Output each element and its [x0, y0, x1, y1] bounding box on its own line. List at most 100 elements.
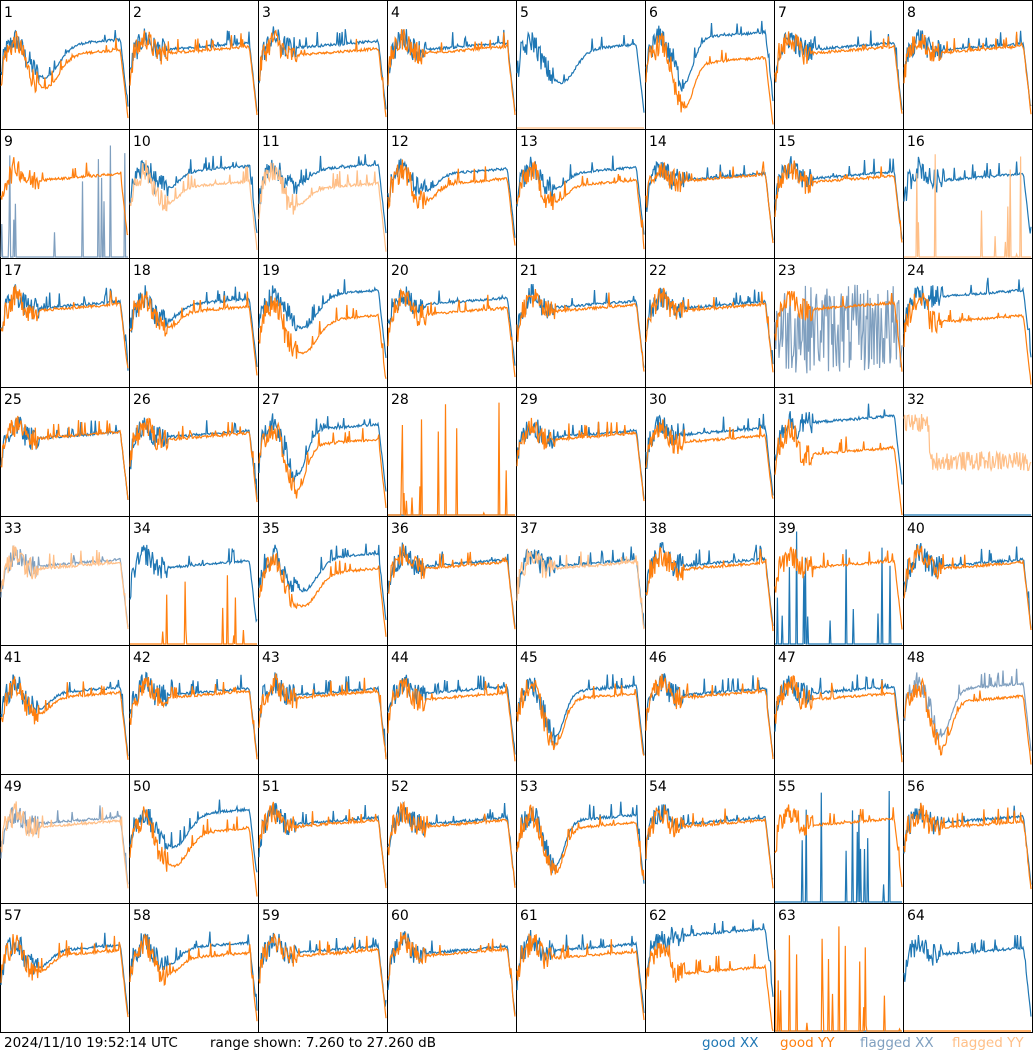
- panel-label: 21: [520, 263, 538, 279]
- panel-42: 42: [129, 645, 259, 775]
- panel-59: 59: [258, 903, 388, 1033]
- series-yy-21: [516, 288, 645, 372]
- panel-57: 57: [0, 903, 130, 1033]
- panel-frame: [903, 0, 1033, 130]
- series-yy-11: [258, 162, 387, 252]
- series-yy-33: [0, 545, 129, 630]
- panel-label: 4: [391, 5, 400, 21]
- panel-label: 28: [391, 392, 409, 408]
- panel-label: 49: [4, 779, 22, 795]
- series-xx-55: [775, 790, 902, 903]
- panel-label: 44: [391, 650, 409, 666]
- panel-45: 45: [516, 645, 646, 775]
- series-yy-17: [0, 285, 129, 369]
- panel-label: 16: [907, 134, 925, 150]
- panel-frame: [387, 903, 517, 1033]
- panel-label: 59: [262, 908, 280, 924]
- panel-2: 2: [129, 0, 259, 130]
- series-yy-40: [903, 544, 1032, 631]
- series-xx-14: [645, 160, 774, 241]
- panel-frame: [516, 258, 646, 388]
- series-xx-9: [0, 145, 128, 258]
- panel-30: 30: [645, 387, 775, 517]
- series-yy-12: [387, 159, 516, 246]
- series-xx-62: [645, 919, 774, 997]
- panel-frame: [258, 903, 388, 1033]
- panel-7: 7: [774, 0, 904, 130]
- panel-label: 62: [649, 908, 667, 924]
- panel-label: 54: [649, 779, 667, 795]
- panel-frame: [774, 645, 904, 775]
- panel-44: 44: [387, 645, 517, 775]
- series-xx-1: [0, 29, 129, 107]
- series-yy-49: [0, 801, 129, 889]
- panel-frame: [645, 0, 775, 130]
- panel-label: 24: [907, 263, 925, 279]
- series-xx-7: [774, 30, 903, 111]
- panel-label: 46: [649, 650, 667, 666]
- panel-label: 12: [391, 134, 409, 150]
- panel-56: 56: [903, 774, 1033, 904]
- panel-label: 64: [907, 908, 925, 924]
- series-xx-4: [387, 29, 516, 112]
- panel-6: 6: [645, 0, 775, 130]
- series-yy-32: [903, 413, 1032, 473]
- panel-18: 18: [129, 258, 259, 388]
- panel-label: 9: [4, 134, 13, 150]
- series-xx-47: [774, 674, 903, 755]
- legend-flagged-yy: flagged YY: [952, 1035, 1024, 1051]
- series-xx-34: [129, 544, 258, 623]
- panel-54: 54: [645, 774, 775, 904]
- panel-frame: [645, 129, 775, 259]
- panel-frame: [903, 903, 1033, 1033]
- panel-label: 15: [778, 134, 796, 150]
- panel-22: 22: [645, 258, 775, 388]
- series-xx-52: [387, 801, 516, 886]
- panel-label: 25: [4, 392, 22, 408]
- series-yy-51: [258, 801, 387, 889]
- panel-frame: [903, 387, 1033, 517]
- series-yy-34: [130, 575, 257, 645]
- series-yy-53: [516, 804, 645, 880]
- panel-label: 63: [778, 908, 796, 924]
- panel-frame: [774, 129, 904, 259]
- panel-38: 38: [645, 516, 775, 646]
- panel-39: 39: [774, 516, 904, 646]
- panel-19: 19: [258, 258, 388, 388]
- panel-label: 27: [262, 392, 280, 408]
- panel-label: 14: [649, 134, 667, 150]
- series-yy-39: [774, 546, 903, 630]
- series-yy-41: [0, 676, 129, 760]
- series-yy-58: [129, 934, 258, 1022]
- panel-frame: [516, 774, 646, 904]
- series-xx-29: [516, 419, 645, 500]
- panel-5: 5: [516, 0, 646, 130]
- series-yy-4: [387, 29, 516, 116]
- series-xx-48: [903, 668, 1032, 752]
- series-yy-56: [903, 802, 1032, 890]
- series-yy-7: [774, 31, 903, 114]
- panel-frame: [645, 387, 775, 517]
- panel-label: 30: [649, 392, 667, 408]
- panel-frame: [258, 645, 388, 775]
- panel-frame: [129, 0, 259, 130]
- panel-26: 26: [129, 387, 259, 517]
- panel-label: 40: [907, 521, 925, 537]
- panel-frame: [516, 387, 646, 517]
- series-yy-46: [645, 673, 774, 760]
- panel-label: 13: [520, 134, 538, 150]
- panel-label: 20: [391, 263, 409, 279]
- series-yy-42: [129, 677, 258, 760]
- series-yy-36: [387, 544, 516, 630]
- series-yy-57: [0, 934, 129, 1018]
- series-xx-49: [0, 804, 129, 885]
- series-xx-30: [645, 413, 774, 496]
- panel-31: 31: [774, 387, 904, 517]
- panel-frame: [0, 516, 130, 646]
- panel-label: 45: [520, 650, 538, 666]
- panel-frame: [258, 516, 388, 646]
- panel-label: 32: [907, 392, 925, 408]
- series-xx-26: [129, 417, 258, 500]
- legend-good-xx: good XX: [702, 1035, 759, 1051]
- panel-61: 61: [516, 903, 646, 1033]
